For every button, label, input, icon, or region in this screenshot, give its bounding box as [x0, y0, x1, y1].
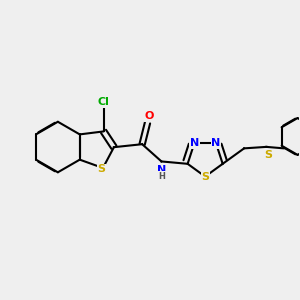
Text: S: S: [264, 150, 272, 160]
Text: H: H: [159, 172, 166, 181]
Text: S: S: [98, 164, 105, 175]
Text: O: O: [144, 111, 154, 121]
Text: N: N: [158, 165, 167, 175]
Text: S: S: [201, 172, 209, 182]
Text: N: N: [212, 138, 220, 148]
Text: Cl: Cl: [98, 97, 110, 107]
Text: N: N: [190, 138, 199, 148]
